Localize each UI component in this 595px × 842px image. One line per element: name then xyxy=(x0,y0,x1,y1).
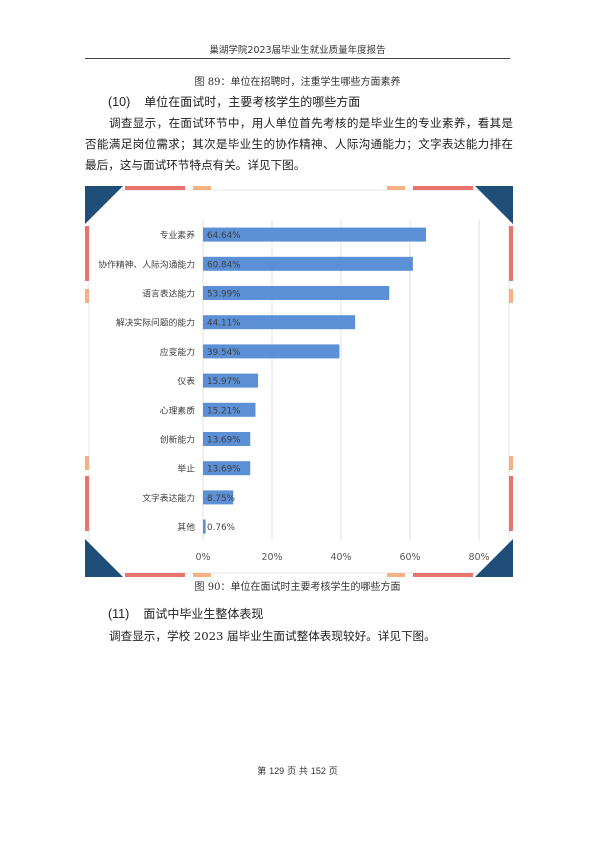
edge-stripe xyxy=(387,573,405,577)
footer-middle: 页 共 xyxy=(287,767,308,777)
footer-prefix: 第 xyxy=(257,767,267,777)
x-tick-label: 0% xyxy=(195,552,210,563)
section-10-paragraph: 调查显示，在面试环节中，用人单位首先考核的是毕业生的专业素养，看其是否能满足岗位… xyxy=(85,116,513,172)
edge-stripe xyxy=(193,186,211,190)
category-label: 应变能力 xyxy=(160,346,195,358)
corner-bottom-right xyxy=(475,539,513,577)
bar xyxy=(203,344,340,359)
section-10-title: 单位在面试时，主要考核学生的哪些方面 xyxy=(144,95,361,109)
edge-stripe xyxy=(387,186,405,190)
x-tick-label: 80% xyxy=(468,552,489,563)
section-11-paragraph: 调查显示，学校 2023 届毕业生面试整体表现较好。详见下图。 xyxy=(109,629,436,643)
footer-suffix: 页 xyxy=(328,767,338,777)
chart-labels: 0% 20% 40% 60% 80% 专业素养 64.64% 协作精神、人际沟通能力 60.84… xyxy=(98,229,489,563)
edge-stripe xyxy=(509,456,513,470)
category-label: 语言表达能力 xyxy=(142,288,195,300)
corner-top-right xyxy=(475,186,513,224)
category-label: 解决实际问题的能力 xyxy=(116,317,195,329)
edge-stripe xyxy=(125,186,185,190)
section-11-title: 面试中毕业生整体表现 xyxy=(143,607,264,621)
bar xyxy=(203,461,251,476)
corner-top-left xyxy=(85,186,123,224)
edge-stripe xyxy=(509,289,513,303)
chart-frame xyxy=(88,189,510,574)
bar-chart: 0% 20% 40% 60% 80% 专业素养 64.64% 协作精神、人际沟通能力 60.84… xyxy=(85,186,513,577)
x-tick-label: 40% xyxy=(330,552,351,563)
value-label: 44.11% xyxy=(207,319,241,329)
figure-90-caption: 图 90：单位在面试时主要考核学生的哪些方面 xyxy=(194,582,401,593)
bar xyxy=(203,402,256,417)
x-tick-label: 20% xyxy=(261,552,282,563)
edge-stripe xyxy=(509,476,513,531)
category-label: 专业素养 xyxy=(160,229,195,241)
page-footer: 第 129 页 共 152 页 xyxy=(0,764,595,777)
chart-bars xyxy=(203,227,427,534)
chart-container: 0% 20% 40% 60% 80% 专业素养 64.64% 协作精神、人际沟通能力 60.84… xyxy=(85,186,513,577)
category-label: 仪表 xyxy=(177,375,195,387)
category-label: 心理素质 xyxy=(160,404,195,416)
value-label: 15.21% xyxy=(207,406,241,416)
edge-stripe xyxy=(413,573,473,577)
x-tick-label: 60% xyxy=(399,552,420,563)
category-label: 举止 xyxy=(177,463,195,475)
bar xyxy=(203,256,413,271)
edge-stripe xyxy=(85,226,89,281)
category-label: 文字表达能力 xyxy=(142,492,195,504)
value-label: 8.75% xyxy=(207,494,235,504)
edge-stripe xyxy=(509,226,513,281)
bar xyxy=(203,519,206,534)
value-label: 60.84% xyxy=(207,260,241,270)
value-label: 53.99% xyxy=(207,290,241,300)
bar xyxy=(203,227,427,242)
edge-stripe xyxy=(413,186,473,190)
figure-89-caption: 图 89：单位在招聘时，注重学生哪些方面素养 xyxy=(194,77,401,88)
value-label: 15.97% xyxy=(207,377,241,387)
category-label: 创新能力 xyxy=(160,434,195,446)
section-11-number: (11) xyxy=(108,607,130,621)
bar xyxy=(203,373,259,388)
edge-stripe xyxy=(85,289,89,303)
edge-stripe xyxy=(85,456,89,470)
category-label: 其他 xyxy=(177,521,195,533)
bar xyxy=(203,315,356,330)
bar xyxy=(203,286,390,300)
section-10-heading: (10) 单位在面试时，主要考核学生的哪些方面 xyxy=(108,93,360,110)
value-label: 13.69% xyxy=(207,436,241,446)
value-label: 39.54% xyxy=(207,348,241,358)
edge-stripe xyxy=(85,476,89,531)
bar xyxy=(203,490,234,505)
value-label: 0.76% xyxy=(207,523,235,533)
value-label: 64.64% xyxy=(207,231,241,241)
footer-total-pages: 152 xyxy=(310,766,326,776)
chart-decoration xyxy=(85,186,513,577)
page-header: 巢湖学院2023届毕业生就业质量年度报告 xyxy=(85,45,510,59)
footer-page-number: 129 xyxy=(269,766,285,776)
section-11-heading: (11) 面试中毕业生整体表现 xyxy=(108,605,263,622)
section-10-number: (10) xyxy=(108,95,131,109)
edge-stripe xyxy=(125,573,185,577)
bar xyxy=(203,432,251,446)
value-label: 13.69% xyxy=(207,465,241,475)
category-label: 协作精神、人际沟通能力 xyxy=(98,258,195,270)
corner-bottom-left xyxy=(85,539,123,577)
edge-stripe xyxy=(193,573,211,577)
